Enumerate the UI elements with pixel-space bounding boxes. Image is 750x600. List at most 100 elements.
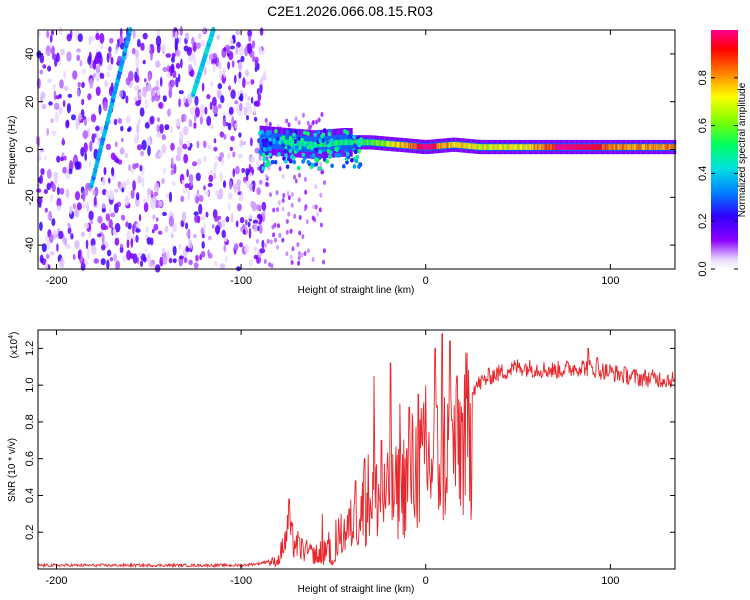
- noise-blob: [90, 244, 97, 255]
- noise-blob: [72, 203, 77, 210]
- noise-blob: [244, 46, 249, 57]
- noise-blob: [235, 220, 239, 228]
- noise-blob: [135, 223, 140, 228]
- noise-blob: [56, 186, 60, 196]
- carrier-turbulence: [290, 153, 295, 159]
- carrier-turbulence: [267, 130, 272, 135]
- noise-blob: [97, 233, 102, 238]
- noise-blob: [105, 143, 111, 150]
- noise-blob: [248, 35, 252, 42]
- colorbar-tick-label: 0.4: [697, 166, 709, 181]
- noise-blob: [253, 105, 256, 115]
- noise-blob: [69, 205, 73, 215]
- noise-blob: [108, 219, 113, 229]
- noise-blob: [257, 93, 262, 102]
- carrier-turbulence: [281, 143, 285, 148]
- carrier-core: [496, 144, 498, 150]
- noise-blob: [103, 225, 109, 230]
- noise-blob: [65, 119, 70, 129]
- carrier-core: [301, 140, 303, 147]
- noise-blob: [226, 44, 231, 54]
- noise-blob: [247, 96, 251, 101]
- noise-blob: [275, 190, 279, 196]
- noise-blob: [240, 55, 245, 63]
- carrier-core: [424, 144, 426, 150]
- noise-blob: [248, 227, 252, 239]
- carrier-core: [393, 141, 395, 148]
- noise-blob: [209, 123, 214, 129]
- carrier-core: [300, 140, 302, 147]
- noise-blob: [155, 35, 162, 47]
- noise-blob: [108, 207, 112, 215]
- carrier-core: [487, 144, 489, 150]
- noise-blob: [178, 90, 184, 95]
- carrier-core: [665, 144, 667, 150]
- carrier-core: [626, 144, 628, 150]
- colorbar-ticks: 0.0 0.2 0.4 0.6 0.8: [697, 70, 738, 277]
- noise-blob: [300, 252, 304, 258]
- noise-blob: [248, 214, 253, 220]
- noise-blob: [126, 238, 130, 249]
- carrier-core: [553, 144, 555, 150]
- noise-blob: [221, 219, 226, 228]
- noise-blob: [259, 84, 263, 94]
- carrier-turbulence: [315, 158, 320, 163]
- noise-blob: [155, 60, 161, 68]
- noise-blob: [134, 85, 138, 91]
- noise-blob: [137, 252, 142, 257]
- carrier-core: [411, 143, 413, 149]
- carrier-core: [669, 144, 671, 150]
- carrier-core: [495, 144, 497, 150]
- carrier-core: [389, 141, 391, 147]
- noise-blob: [95, 65, 100, 75]
- noise-blob: [139, 260, 144, 268]
- noise-blob: [256, 187, 261, 196]
- carrier-turbulence: [355, 154, 360, 160]
- carrier-core: [617, 144, 619, 150]
- carrier-turbulence: [273, 160, 278, 165]
- carrier-core: [535, 144, 537, 150]
- noise-blob: [101, 73, 105, 79]
- noise-blob: [110, 57, 114, 65]
- noise-blob: [230, 45, 235, 50]
- noise-blob: [76, 122, 79, 131]
- carrier-core: [370, 139, 372, 146]
- noise-blob: [201, 82, 205, 92]
- carrier-core: [552, 144, 554, 150]
- carrier-turbulence: [285, 129, 290, 135]
- noise-blob: [84, 152, 87, 162]
- noise-blob: [51, 53, 57, 60]
- carrier-core: [580, 144, 582, 150]
- carrier-core: [298, 140, 300, 147]
- noise-blob: [151, 95, 155, 103]
- carrier-core: [299, 140, 301, 147]
- noise-blob: [86, 201, 90, 213]
- carrier-turbulence: [337, 153, 342, 158]
- carrier-core: [378, 140, 380, 146]
- noise-blob: [281, 198, 285, 203]
- carrier-core: [490, 144, 492, 150]
- noise-blob: [268, 262, 272, 268]
- noise-blob: [115, 260, 120, 271]
- noise-blob: [98, 104, 102, 115]
- carrier-core: [270, 138, 272, 144]
- noise-blob: [219, 131, 224, 138]
- noise-blob: [54, 177, 58, 184]
- noise-blob: [274, 237, 277, 243]
- noise-blob: [218, 61, 222, 70]
- carrier-core: [463, 142, 465, 149]
- carrier-core: [412, 143, 414, 149]
- carrier-core: [399, 141, 401, 148]
- noise-blob: [113, 203, 119, 214]
- noise-blob: [52, 83, 56, 90]
- noise-blob: [290, 192, 294, 197]
- noise-blob: [253, 222, 258, 232]
- noise-blob: [179, 255, 184, 260]
- carrier-core: [609, 144, 611, 150]
- noise-blob: [203, 185, 206, 191]
- noise-blob: [278, 233, 282, 238]
- carrier-core: [465, 142, 467, 149]
- noise-blob: [172, 258, 177, 264]
- noise-blob: [242, 77, 246, 89]
- noise-blob: [139, 164, 143, 172]
